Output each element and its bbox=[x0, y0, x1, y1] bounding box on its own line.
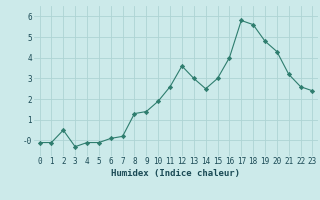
X-axis label: Humidex (Indice chaleur): Humidex (Indice chaleur) bbox=[111, 169, 241, 178]
